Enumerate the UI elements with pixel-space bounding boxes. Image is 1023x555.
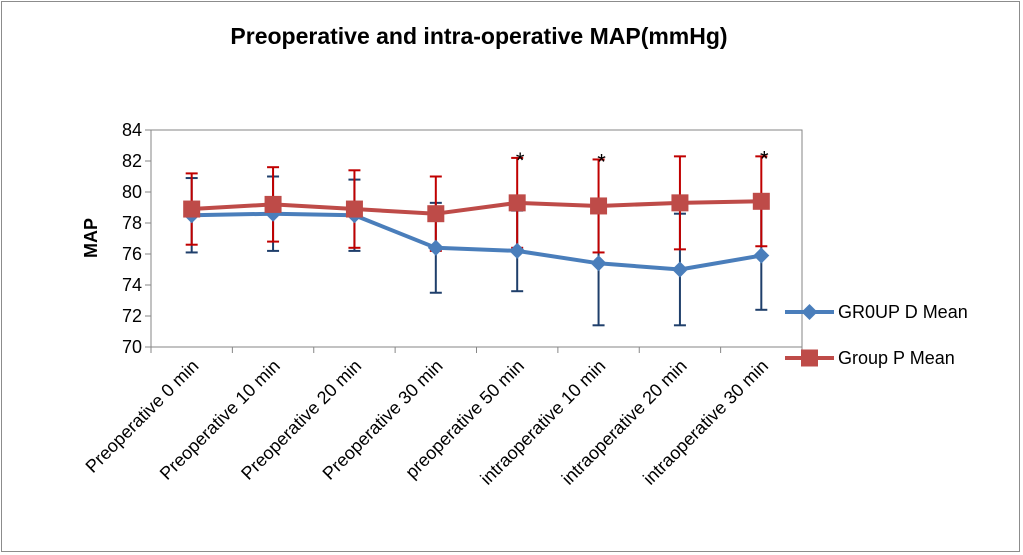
data-point <box>753 247 770 264</box>
data-point <box>264 195 282 213</box>
data-point <box>752 192 770 210</box>
y-tick-label: 80 <box>122 182 142 202</box>
y-tick-label: 72 <box>122 306 142 326</box>
y-tick-label: 76 <box>122 244 142 264</box>
data-point <box>427 239 444 256</box>
y-tick-label: 74 <box>122 275 142 295</box>
data-point <box>671 194 689 212</box>
legend-marker <box>801 304 818 320</box>
data-point <box>427 205 445 223</box>
y-tick-label: 82 <box>122 151 142 171</box>
significance-mark: * <box>597 149 606 174</box>
y-tick-label: 70 <box>122 337 142 357</box>
y-tick-label: 78 <box>122 213 142 233</box>
legend-marker <box>801 349 818 367</box>
data-point <box>590 197 608 215</box>
y-tick-label: 84 <box>122 120 142 140</box>
significance-mark: * <box>760 146 769 171</box>
series-line <box>191 211 762 272</box>
significance-mark: * <box>516 148 525 173</box>
legend-label: Group P Mean <box>838 348 955 368</box>
series-line <box>191 199 762 216</box>
chart-title: Preoperative and intra-operative MAP(mmH… <box>230 23 727 49</box>
y-axis-label: MAP <box>81 218 101 258</box>
data-point <box>509 242 526 259</box>
legend: GR0UP D Mean Group P Mean <box>785 302 968 368</box>
data-point <box>508 194 526 212</box>
data-point <box>345 200 363 218</box>
data-point <box>183 200 201 218</box>
data-point <box>590 255 607 272</box>
plot-border <box>150 129 803 348</box>
legend-label: GR0UP D Mean <box>838 302 968 322</box>
data-point <box>671 261 688 278</box>
